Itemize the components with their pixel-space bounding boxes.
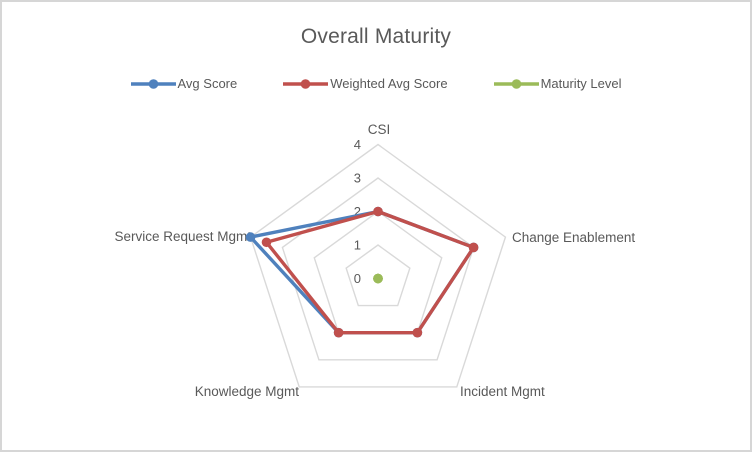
grid-ring: [249, 143, 507, 388]
legend-item-avg-score[interactable]: Avg Score: [130, 76, 238, 91]
series-marker-weighted-avg-score[interactable]: [373, 206, 383, 217]
radial-tick-label: 2: [354, 204, 361, 219]
radial-tick-label: 4: [354, 137, 361, 152]
series-marker-weighted-avg-score[interactable]: [412, 327, 423, 338]
category-label-change-enablement: Change Enablement: [512, 230, 635, 245]
legend-label: Avg Score: [177, 76, 238, 91]
category-label-incident-mgmt: Incident Mgmt: [460, 384, 545, 399]
series-marker-maturity-level[interactable]: [373, 273, 383, 284]
series-line-weighted-avg-score[interactable]: [264, 209, 476, 335]
legend-marker-icon: [130, 78, 176, 89]
radial-tick-label: 0: [354, 271, 361, 286]
legend-label: Maturity Level: [540, 76, 622, 91]
series-marker-weighted-avg-score[interactable]: [333, 327, 344, 338]
legend-label: Weighted Avg Score: [330, 76, 448, 91]
legend-marker-icon: [493, 78, 539, 89]
chart-title: Overall Maturity: [300, 25, 452, 48]
category-label-knowledge-mgmt: Knowledge Mgmt: [195, 384, 300, 399]
legend-item-maturity-level[interactable]: Maturity Level: [493, 76, 622, 91]
legend-marker-icon: [283, 78, 329, 89]
series-line-avg-score[interactable]: [248, 209, 476, 335]
legend-item-weighted-avg-score[interactable]: Weighted Avg Score: [283, 76, 448, 91]
category-label-service-request-mgmt: Service Request Mgmt: [114, 229, 251, 244]
series-marker-weighted-avg-score[interactable]: [468, 242, 479, 253]
series-marker-avg-score[interactable]: [245, 232, 256, 242]
radial-tick-label: 3: [354, 171, 361, 186]
radial-tick-label: 1: [354, 238, 361, 253]
legend: Avg Score Weighted Avg Score Maturity Leve…: [2, 76, 750, 91]
grid-ring: [345, 244, 411, 307]
series-marker-weighted-avg-score[interactable]: [261, 237, 272, 248]
category-label-csi: CSI: [368, 122, 391, 137]
grid-ring: [281, 177, 475, 361]
